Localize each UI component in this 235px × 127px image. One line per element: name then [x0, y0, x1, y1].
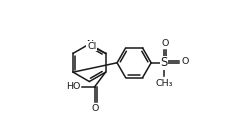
- Text: O: O: [91, 104, 99, 113]
- Text: CH₃: CH₃: [155, 79, 173, 88]
- Text: O: O: [181, 57, 189, 66]
- Text: S: S: [161, 56, 168, 69]
- Text: O: O: [162, 39, 169, 48]
- Text: HO: HO: [66, 82, 80, 91]
- Text: Cl: Cl: [88, 42, 97, 51]
- Text: N: N: [86, 39, 93, 49]
